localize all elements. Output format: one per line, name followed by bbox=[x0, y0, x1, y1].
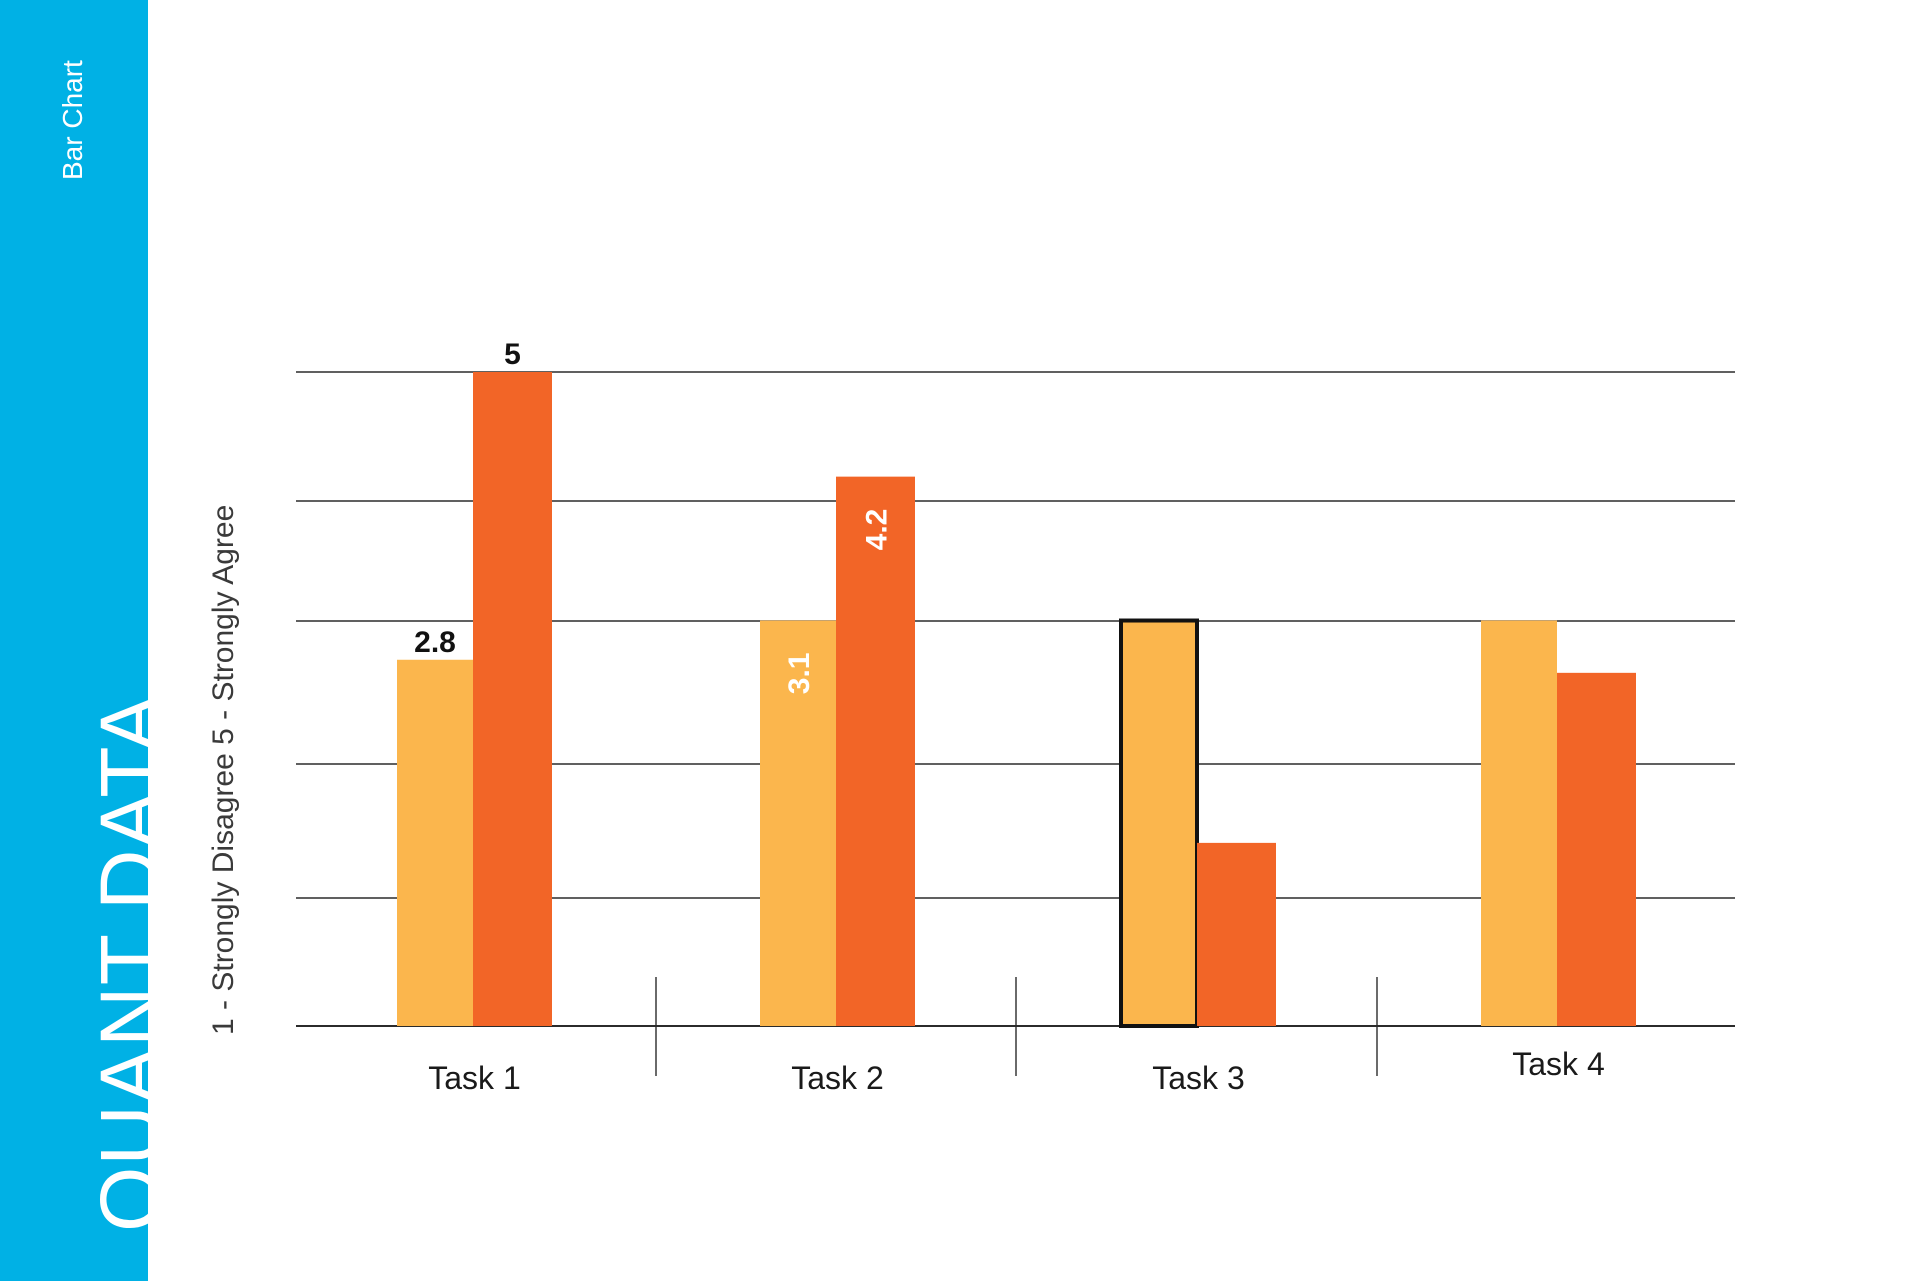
x-tick-label: Task 3 bbox=[1152, 1060, 1244, 1096]
x-tick-label: Task 2 bbox=[791, 1060, 883, 1096]
bar-task-1-series-1 bbox=[397, 659, 473, 1026]
bar-task-2-series-2 bbox=[836, 476, 915, 1026]
data-label: 3.1 bbox=[783, 653, 816, 695]
y-axis-label: 1 - Strongly Disagree 5 - Strongly Agree bbox=[207, 505, 240, 1035]
x-tick-labels: Task 1 Task 2 Task 3 Task 4 bbox=[428, 1046, 1604, 1096]
side-band: QUANT DATA Bar Chart bbox=[0, 0, 177, 1281]
bar-task-4-series-1 bbox=[1481, 620, 1557, 1026]
category-separators bbox=[655, 977, 1378, 1076]
data-label: 4.2 bbox=[861, 509, 894, 551]
data-label: 2.8 bbox=[414, 626, 456, 659]
bar-task-3-series-2 bbox=[1197, 842, 1276, 1026]
x-tick-label: Task 4 bbox=[1512, 1046, 1604, 1082]
bar-task-1-series-2 bbox=[473, 372, 552, 1026]
bar-task-4-series-2 bbox=[1557, 672, 1636, 1026]
bar-task-2-series-1 bbox=[760, 620, 836, 1026]
data-labels: 2.8 5 3.1 4.2 bbox=[414, 338, 893, 694]
bar-task-3-series-1 bbox=[1119, 618, 1199, 1029]
x-tick-label: Task 1 bbox=[428, 1060, 520, 1096]
bars bbox=[397, 372, 1636, 1029]
data-label: 5 bbox=[504, 338, 521, 371]
